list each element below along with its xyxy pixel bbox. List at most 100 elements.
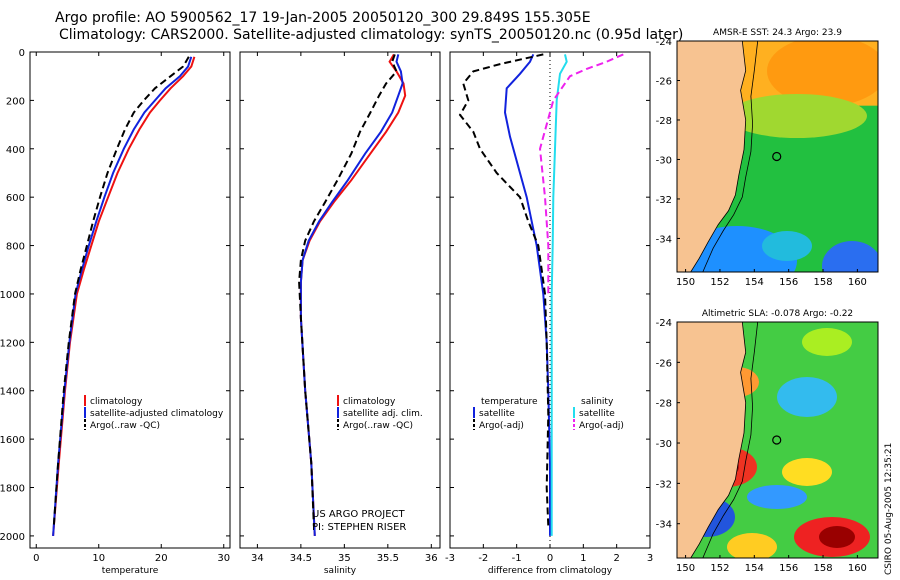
map-xtick-label: 160: [848, 277, 867, 288]
salinity-xlabel: salinity: [324, 566, 357, 576]
map-ytick-label: -34: [656, 234, 672, 245]
map-sla_map: Altimetric SLA: -0.078 Argo: -0.22 150 152…: [656, 309, 879, 574]
warm-core: [767, 41, 878, 106]
diff-legend-temperature-header: temperature: [481, 397, 538, 407]
land-mass: [677, 41, 747, 272]
project-credit-line2: PI: STEPHEN RISER: [312, 522, 406, 533]
map-xtick-label: 156: [779, 277, 798, 288]
map-xtick-label: 154: [745, 563, 764, 574]
difference-xtick-label: 1: [580, 553, 586, 564]
map-xtick-label: 154: [745, 277, 764, 288]
depth-tick-label: 1800: [0, 484, 25, 495]
map-ytick-label: -32: [656, 479, 672, 490]
difference-xtick-label: -2: [478, 553, 488, 564]
temperature-series-satellite-adjusted-climatology: [52, 56, 193, 536]
depth-tick-label: 400: [6, 145, 25, 156]
map-title: Altimetric SLA: -0.078 Argo: -0.22: [702, 309, 853, 319]
transition-zone: [727, 94, 867, 138]
map-field: [677, 41, 878, 272]
cool-eddy: [762, 231, 812, 261]
depth-tick-label: 1000: [0, 290, 25, 301]
difference-xtick-label: 3: [647, 553, 653, 564]
temperature-xlabel: temperature: [102, 566, 159, 576]
map-ytick-label: -28: [656, 116, 672, 127]
difference-series-salinity-satellite: [550, 54, 568, 536]
map-sst_map: AMSR-E SST: 24.3 Argo: 23.9 150 152 154 156 1…: [656, 28, 879, 288]
map-xtick-label: 152: [710, 563, 729, 574]
temperature-xtick-label: 10: [92, 553, 105, 564]
sla-high-core: [819, 526, 855, 548]
diff-legend-temp-argo-label: Argo(-adj): [479, 421, 524, 431]
salinity-axes-frame: [239, 51, 441, 549]
map-ytick-label: -26: [656, 76, 672, 87]
difference-xtick-label: 0: [547, 553, 553, 564]
map-ytick-label: -26: [656, 358, 672, 369]
map-frame: [676, 40, 879, 273]
figure-title-line1: Argo profile: AO 5900562_17 19-Jan-2005 …: [55, 10, 591, 26]
depth-tick-label: 200: [6, 96, 25, 107]
depth-tick-label: 800: [6, 242, 25, 253]
temperature-legend-item-label: Argo(..raw -QC): [90, 421, 160, 431]
map-xtick-label: 156: [779, 563, 798, 574]
temperature-axes-frame: [29, 51, 231, 549]
isobath-contour: [702, 322, 759, 558]
salinity-xtick-label: 34.5: [290, 553, 312, 564]
depth-tick-label: 1400: [0, 387, 25, 398]
difference-xtick-label: -1: [512, 553, 522, 564]
diff-legend-temp-satellite-label: satellite: [479, 409, 515, 419]
salinity-legend-item-label: climatology: [343, 397, 396, 407]
diff-legend-sal-argo-label: Argo(-adj): [579, 421, 624, 431]
salinity-xtick-label: 36: [425, 553, 438, 564]
map-xtick-label: 152: [710, 277, 729, 288]
sla-low: [777, 377, 837, 417]
salinity-legend-item-label: satellite adj. clim.: [343, 409, 423, 419]
map-ytick-label: -24: [656, 318, 672, 329]
difference-xlabel: difference from climatology: [488, 566, 613, 576]
map-xtick-label: 158: [813, 563, 832, 574]
panel-difference: -3 -2 -1 0 1 2 3 difference from climatology tem…: [445, 51, 653, 576]
isobath-contour: [702, 41, 759, 272]
sla-feature: [802, 328, 852, 356]
cool-water-southeast: [822, 241, 878, 272]
sla-feature: [727, 533, 777, 558]
temperature-xtick-label: 0: [33, 553, 39, 564]
argo-float-marker: [772, 435, 782, 445]
temperature-series-argo-raw-qc-: [52, 56, 190, 527]
depth-tick-label: 600: [6, 193, 25, 204]
side-credit-label: CSIRO 05-Aug-2005 12:35:21: [884, 442, 894, 575]
diff-legend-salinity-header: salinity: [581, 397, 614, 407]
temperature-legend-item-label: satellite-adjusted climatology: [90, 409, 224, 419]
sla-feature: [782, 458, 832, 486]
temperature-legend-item-label: climatology: [90, 397, 143, 407]
difference-series-temperature-argo-adj-: [458, 53, 550, 527]
land-mass: [677, 322, 747, 558]
salinity-legend-item-label: Argo(..raw -QC): [343, 421, 413, 431]
salinity-xtick-label: 35.5: [377, 553, 399, 564]
panel-temperature: 0 10 20 30 temperature 0 200 400 600 800 1000 1200 1…: [0, 48, 231, 576]
temperature-xtick-label: 20: [155, 553, 168, 564]
difference-xtick-label: 2: [613, 553, 619, 564]
map-ytick-label: -24: [656, 37, 672, 48]
map-ytick-label: -30: [656, 155, 672, 166]
depth-tick-label: 1200: [0, 338, 25, 349]
map-xtick-label: 158: [813, 277, 832, 288]
figure-title-line2: Climatology: CARS2000. Satellite-adjuste…: [59, 27, 684, 43]
panel-salinity: 34 34.5 35 35.5 36 salinity climatology satelli…: [239, 51, 441, 576]
difference-xtick-label: -3: [445, 553, 455, 564]
map-xtick-label: 150: [676, 563, 695, 574]
sla-low: [747, 485, 807, 509]
temperature-xtick-label: 30: [217, 553, 230, 564]
map-field: [677, 322, 878, 558]
salinity-xtick-label: 35: [338, 553, 351, 564]
map-ytick-label: -28: [656, 399, 672, 410]
salinity-xtick-label: 34: [251, 553, 264, 564]
difference-series-salinity-argo-adj-: [538, 53, 624, 294]
map-ytick-label: -30: [656, 439, 672, 450]
map-ytick-label: -34: [656, 520, 672, 531]
map-frame: [676, 321, 879, 559]
argo-float-marker: [772, 151, 782, 162]
salinity-series-argo-raw-qc-: [298, 54, 398, 527]
diff-legend-sal-satellite-label: satellite: [579, 409, 615, 419]
project-credit-line1: US ARGO PROJECT: [312, 509, 406, 520]
